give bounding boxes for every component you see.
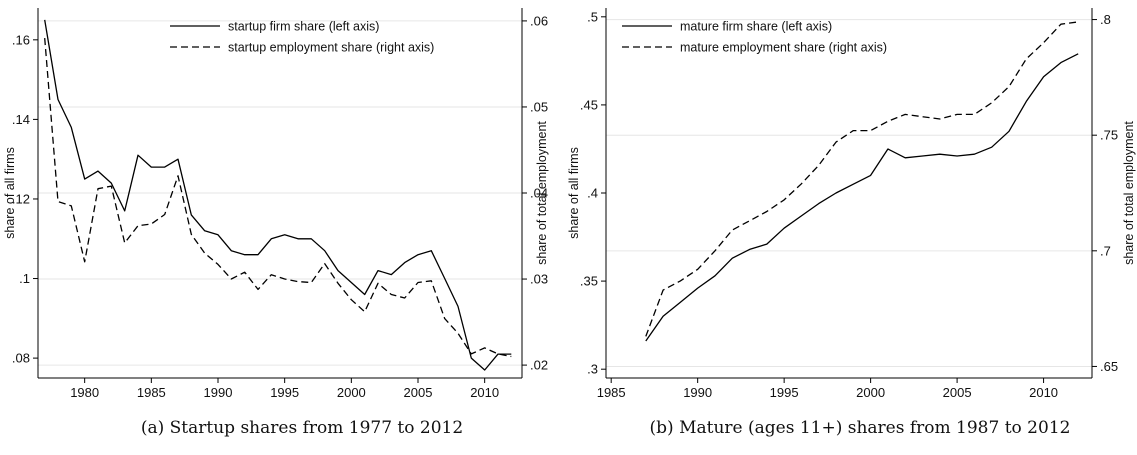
series-line-firm xyxy=(44,19,512,371)
series-line-employment xyxy=(44,38,512,358)
right-y-tick-label: .06 xyxy=(530,13,548,28)
right-y-tick-label: .65 xyxy=(1100,359,1118,374)
x-tick-label: 1990 xyxy=(204,385,233,400)
caption-b: (b) Mature (ages 11+) shares from 1987 t… xyxy=(649,418,1071,438)
series-line-employment xyxy=(645,21,1079,337)
right-y-tick-label: .7 xyxy=(1100,243,1111,258)
right-y-tick-label: .02 xyxy=(530,358,548,373)
left-y-tick-label: .14 xyxy=(12,112,30,127)
x-tick-label: 1980 xyxy=(70,385,99,400)
right-y-axis-label: share of total employment xyxy=(535,121,549,265)
right-y-tick-label: .05 xyxy=(530,99,548,114)
x-tick-label: 1990 xyxy=(683,385,712,400)
right-y-tick-label: .04 xyxy=(530,186,548,201)
caption-a: (a) Startup shares from 1977 to 2012 xyxy=(140,418,464,438)
x-tick-label: 1995 xyxy=(770,385,799,400)
x-tick-label: 1985 xyxy=(137,385,166,400)
left-y-tick-label: .3 xyxy=(587,362,598,377)
x-tick-label: 2005 xyxy=(943,385,972,400)
legend-label: startup firm share (left axis) xyxy=(228,20,379,34)
legend-label: mature employment share (right axis) xyxy=(680,41,887,55)
left-y-tick-label: .4 xyxy=(587,186,598,201)
left-y-tick-label: .35 xyxy=(580,274,598,289)
left-y-tick-label: .5 xyxy=(587,9,598,24)
left-y-axis-label: share of all firms xyxy=(567,147,581,239)
chart-a: 1980 1985 1990 1995 2000 2005 2010 .08 .1 .12 .14.… xyxy=(3,8,549,400)
x-tick-label: 2010 xyxy=(470,385,499,400)
legend-label: startup employment share (right axis) xyxy=(228,41,434,55)
series-line-firm xyxy=(645,53,1079,342)
left-y-tick-label: .16 xyxy=(12,32,30,47)
right-y-axis-label: share of total employment xyxy=(1122,121,1136,265)
right-y-tick-label: .75 xyxy=(1100,128,1118,143)
x-tick-label: 2010 xyxy=(1029,385,1058,400)
x-tick-label: 2005 xyxy=(404,385,433,400)
left-y-tick-label: .12 xyxy=(12,191,30,206)
left-y-axis-label: share of all firms xyxy=(3,147,17,239)
x-tick-label: 2000 xyxy=(337,385,366,400)
left-y-tick-label: .45 xyxy=(580,97,598,112)
legend-label: mature firm share (left axis) xyxy=(680,20,832,34)
x-tick-label: 1985 xyxy=(597,385,626,400)
left-y-tick-label: .08 xyxy=(12,351,30,366)
x-tick-label: 2000 xyxy=(856,385,885,400)
x-tick-label: 1995 xyxy=(270,385,299,400)
right-y-tick-label: .8 xyxy=(1100,12,1111,27)
chart-b: 1985 1990 1995 2000 2005 2010 .3 .35 .4 .45 .5 .65.… xyxy=(567,8,1136,400)
right-y-tick-label: .03 xyxy=(530,272,548,287)
left-y-tick-label: .1 xyxy=(19,271,30,286)
